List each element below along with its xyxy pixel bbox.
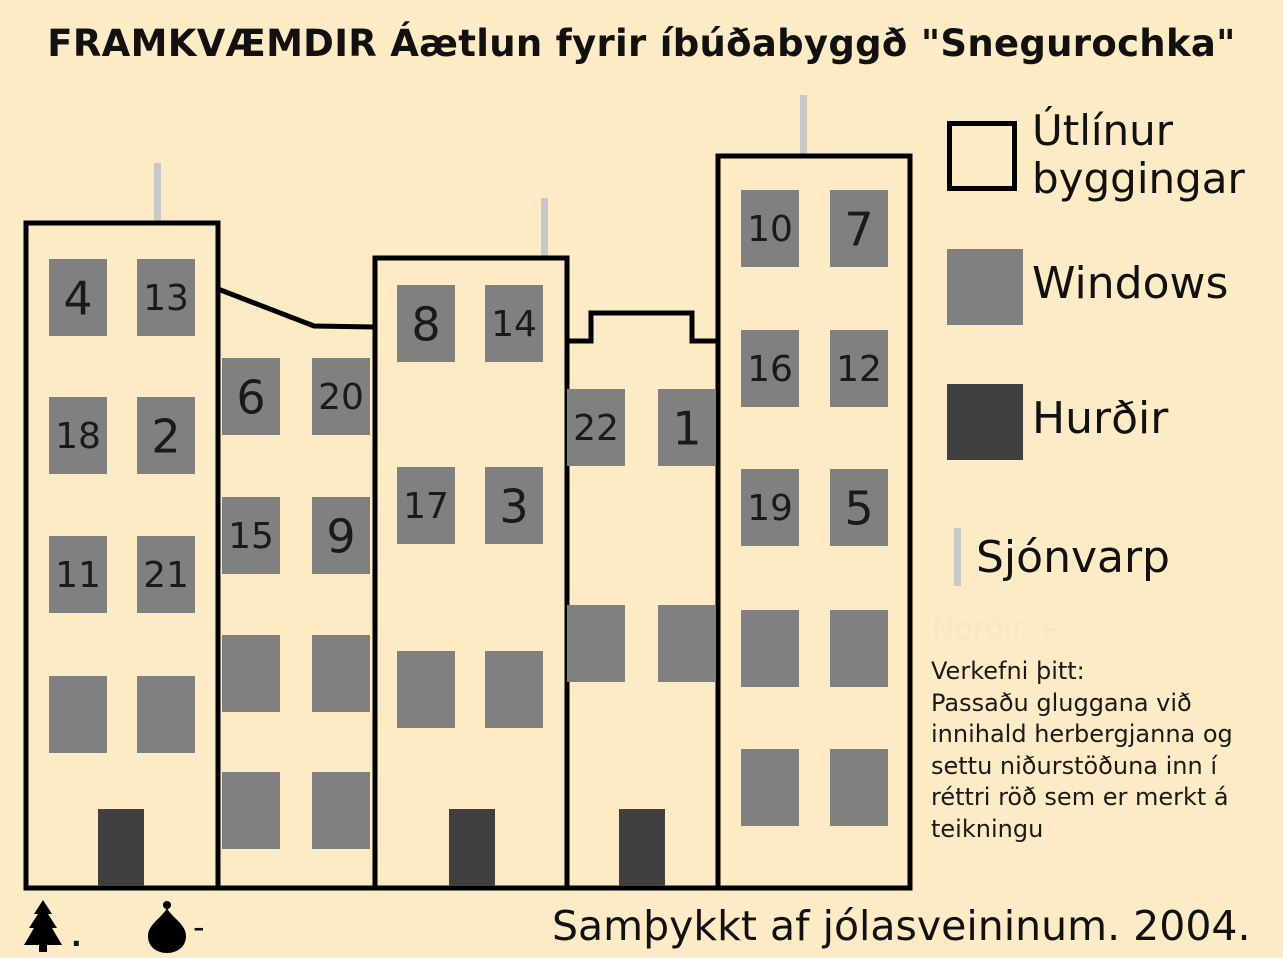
window-b3-r2-c2: 3 [485,467,543,544]
window-b1-r3-c1: 11 [49,536,107,613]
window-number: 6 [236,371,265,425]
window-b5-r4-c1 [741,610,799,687]
drop-suffix: - [193,908,205,946]
window-b5-r2-c2: 12 [830,330,888,407]
window-b4-r2-c2 [658,605,716,682]
window-b2-r2-c1: 15 [222,497,280,574]
window-number: 16 [747,349,793,390]
window-number: 19 [747,488,793,529]
door-building-3 [449,809,495,886]
window-b2-r1-c1: 6 [222,358,280,435]
window-number: 7 [844,203,873,257]
window-b4-r1-c2: 1 [658,389,716,466]
window-b1-r2-c2: 2 [137,397,195,474]
antenna-building-3 [541,198,548,256]
window-number: 1 [672,402,701,456]
window-number: 14 [491,304,537,345]
task-heading: Verkefni þitt: [931,657,1085,685]
page-title: FRAMKVÆMDIR Áætlun fyrir íbúðabyggð "Sne… [47,22,1236,65]
window-b2-r4-c1 [222,772,280,849]
window-number: 4 [63,272,92,326]
legend-windows-label: Windows [1032,258,1229,309]
window-number: 17 [403,486,449,527]
window-b2-r1-c2: 20 [312,358,370,435]
antenna-building-5 [800,95,807,155]
window-number: 5 [844,482,873,536]
window-b2-r4-c2 [312,772,370,849]
window-b1-r2-c1: 18 [49,397,107,474]
tree-icon [24,900,62,952]
tree-suffix: . [71,920,82,953]
window-b3-r1-c1: 8 [397,285,455,362]
window-number: 20 [318,377,364,418]
window-b1-r1-c1: 4 [49,259,107,336]
window-b1-r4-c2 [137,676,195,753]
legend-outline-swatch [947,121,1017,191]
compass [24,900,186,953]
window-number: 12 [836,349,882,390]
window-b4-r1-c1: 22 [567,389,625,466]
antenna-building-1 [154,163,161,221]
window-number: 10 [747,209,793,250]
legend-windows-swatch [947,249,1023,325]
window-number: 9 [326,510,355,564]
antennas [154,95,807,256]
window-b3-r1-c2: 14 [485,285,543,362]
window-b5-r3-c2: 5 [830,469,888,546]
window-number: 2 [151,410,180,464]
task-body: Passaðu gluggana við innihald herbergjan… [931,688,1233,843]
legend-outline-label-line1: Útlínur [1032,106,1174,155]
window-number: 8 [411,298,440,352]
window-b5-r2-c1: 16 [741,330,799,407]
legend-outline-label-line2: byggingar [1032,154,1245,203]
window-b2-r3-c1 [222,635,280,712]
window-b5-r1-c1: 10 [741,190,799,267]
window-b2-r2-c2: 9 [312,497,370,574]
window-number: 22 [573,408,619,449]
window-b5-r3-c1: 19 [741,469,799,546]
door-building-4 [619,809,665,886]
legend-antenna-swatch [954,528,961,586]
window-b1-r1-c2: 13 [137,259,195,336]
window-number: 15 [228,516,274,557]
doors [98,809,665,886]
approval-note: Samþykkt af jólasveininum. 2004. [552,902,1251,950]
legend-antenna-label: Sjónvarp [976,532,1170,583]
window-number: 3 [499,480,528,534]
window-b5-r1-c2: 7 [830,190,888,267]
building-4-outline [567,310,718,344]
window-b1-r3-c2: 21 [137,536,195,613]
window-b2-r3-c2 [312,635,370,712]
window-b5-r4-c2 [830,610,888,687]
window-b1-r4-c1 [49,676,107,753]
window-b5-r5-c2 [830,749,888,826]
window-b3-r3-c2 [485,651,543,728]
windows: 4 13 18 2 11 21 6 20 15 9 8 14 17 3 22 1 10 7 16 12 19 5 [49,190,888,849]
drop-icon [148,901,186,953]
legend-doors-label: Hurðir [1032,393,1169,444]
window-number: 11 [55,555,101,596]
window-b4-r2-c1 [567,605,625,682]
faint-hint: Norðir + [932,612,1059,647]
window-b3-r2-c1: 17 [397,467,455,544]
door-building-1 [98,809,144,886]
window-number: 18 [55,416,101,457]
window-b3-r3-c1 [397,651,455,728]
building-outlines [23,153,913,891]
building-2-outline [217,286,375,330]
legend-doors-swatch [947,384,1023,460]
window-number: 13 [143,278,189,319]
window-b5-r5-c1 [741,749,799,826]
window-number: 21 [143,555,189,596]
task-instructions: Verkefni þitt: Passaðu gluggana við inni… [931,656,1281,845]
